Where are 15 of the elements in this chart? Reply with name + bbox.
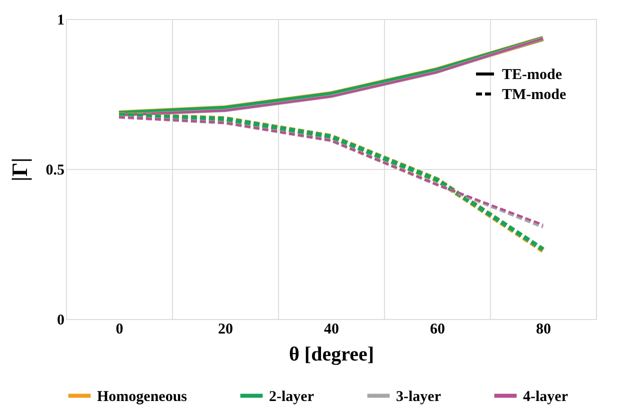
x-tick-label: 20 bbox=[218, 322, 233, 338]
x-tick-label: 0 bbox=[116, 322, 124, 338]
y-tick-label: 0.5 bbox=[46, 162, 64, 178]
legend-label: 3-layer bbox=[396, 388, 442, 405]
annotation: TE-mode bbox=[502, 67, 562, 83]
legend-label: 4-layer bbox=[523, 388, 568, 405]
x-axis-title: θ [degree] bbox=[288, 344, 374, 366]
x-tick-label: 80 bbox=[536, 322, 551, 338]
y-axis-title: |Γ| bbox=[6, 158, 32, 182]
legend-label: 2-layer bbox=[269, 388, 314, 405]
x-tick-label: 60 bbox=[430, 322, 445, 338]
annotation: TM-mode bbox=[502, 87, 566, 103]
x-tick-label: 40 bbox=[324, 322, 339, 338]
y-tick-label: 1 bbox=[57, 12, 64, 28]
legend-label: Homogeneous bbox=[97, 388, 188, 405]
